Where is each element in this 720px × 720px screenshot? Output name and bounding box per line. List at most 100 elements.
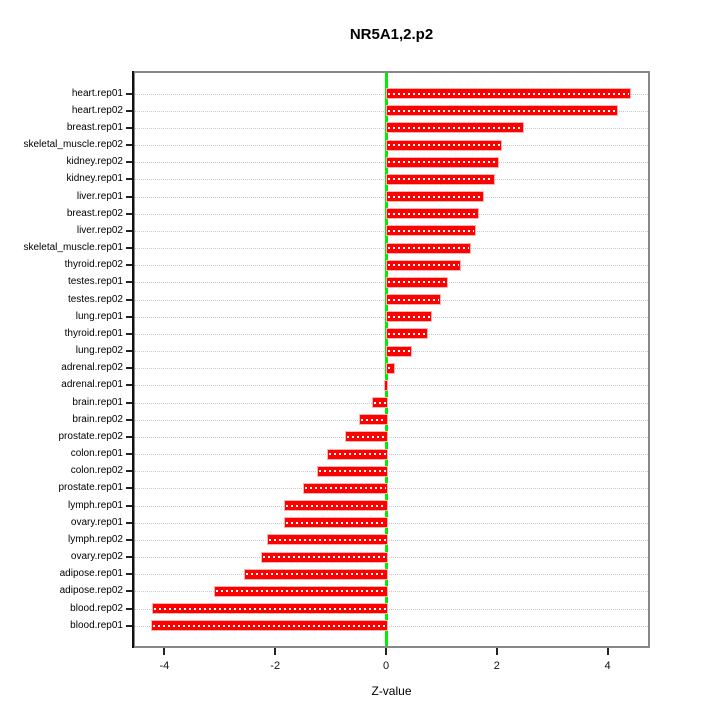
y-tick-label: breast.rep02 [66,207,123,219]
y-tick-label: adrenal.rep01 [61,379,123,391]
bar-lung.rep02 [386,345,412,357]
bar-ovary.rep02 [260,551,388,563]
y-tick-label: kidney.rep01 [66,173,123,185]
plot-area [133,71,650,648]
bar-heart.rep01 [386,88,631,99]
y-tick-mark [126,126,133,129]
y-tick-mark [126,573,133,576]
gridline [133,608,650,610]
bar-center-dotted-line [216,590,386,593]
gridline [133,505,650,507]
x-tick-label: -4 [159,660,170,672]
gridline [133,402,650,404]
gridline [133,625,650,627]
gridline [133,419,650,421]
bar-brain.rep02 [358,414,388,426]
y-tick-label: liver.rep02 [76,224,123,236]
y-tick-mark [126,418,133,421]
y-tick-label: brain.rep02 [72,413,123,425]
chart-title: NR5A1,2.p2 [349,26,434,43]
bar-center-dotted-line [153,624,386,627]
bar-center-dotted-line [388,161,498,164]
bar-center-dotted-line [360,418,386,421]
bar-center-dotted-line [388,92,629,95]
y-tick-mark [126,435,133,438]
y-tick-mark [126,350,133,353]
bar-blood.rep01 [151,620,388,632]
bar-center-dotted-line [286,504,386,507]
y-tick-label: testes.rep02 [67,293,123,305]
y-tick-label: thyroid.rep02 [64,259,123,271]
y-tick-label: colon.rep02 [70,465,123,477]
bar-blood.rep02 [152,603,388,615]
bar-kidney.rep02 [386,156,500,168]
gridline [133,591,650,593]
gridline [133,488,650,490]
y-tick-mark [126,607,133,610]
bar-center-dotted-line [262,556,386,559]
bar-center-dotted-line [388,298,440,301]
y-tick-mark [126,109,133,112]
bar-adipose.rep01 [244,568,388,580]
bar-liver.rep01 [386,191,484,203]
y-tick-mark [126,264,133,267]
bar-center-dotted-line [388,178,493,181]
y-tick-label: ovary.rep02 [70,551,123,563]
bar-center-dotted-line [374,401,386,404]
bar-colon.rep01 [326,448,388,460]
x-tick-mark [606,648,609,655]
bar-skeletal_muscle.rep01 [386,242,472,254]
y-tick-label: ovary.rep01 [70,516,123,528]
y-tick-mark [126,315,133,318]
y-tick-mark [126,161,133,164]
bar-center-dotted-line [304,487,386,490]
bar-center-dotted-line [318,470,386,473]
bar-adrenal.rep02 [386,362,396,374]
y-tick-mark [126,281,133,284]
y-tick-label: blood.rep02 [70,602,123,614]
y-tick-label: colon.rep01 [70,448,123,460]
x-tick-mark [495,648,498,655]
y-tick-mark [126,144,133,146]
y-tick-label: testes.rep01 [67,276,123,288]
bar-lung.rep01 [386,311,432,323]
bar-kidney.rep01 [386,173,495,185]
y-tick-label: heart.rep01 [71,87,123,99]
y-tick-mark [126,590,133,593]
bar-center-dotted-line [388,367,394,370]
gridline [133,574,650,576]
y-tick-label: lymph.rep02 [67,533,123,545]
y-tick-mark [126,384,133,387]
y-tick-label: breast.rep01 [66,121,123,133]
y-tick-mark [126,538,133,541]
bar-center-dotted-line [388,144,500,146]
x-tick-mark [163,648,166,655]
y-tick-label: lymph.rep01 [67,499,123,511]
bar-heart.rep02 [386,105,618,117]
y-tick-label: lung.rep02 [75,345,123,357]
y-tick-label: skeletal_muscle.rep02 [23,139,124,150]
y-tick-label: skeletal_muscle.rep01 [23,242,124,254]
bar-center-dotted-line [388,195,482,198]
y-tick-label: thyroid.rep01 [64,327,123,339]
bar-center-dotted-line [388,350,410,353]
y-tick-label: kidney.rep02 [66,156,123,168]
bar-prostate.rep01 [302,482,388,494]
x-tick-label: 4 [604,660,611,672]
bar-thyroid.rep01 [386,328,429,340]
y-tick-mark [126,624,133,627]
bar-adipose.rep02 [214,585,388,597]
bar-center-dotted-line [328,453,386,456]
y-tick-label: prostate.rep02 [58,430,124,442]
gridline [133,522,650,524]
bar-center-dotted-line [268,538,386,541]
y-tick-mark [126,504,133,507]
bar-testes.rep01 [386,276,448,288]
bar-center-dotted-line [388,264,460,267]
bar-breast.rep02 [386,208,480,220]
x-tick-mark [385,648,387,655]
y-tick-label: blood.rep01 [70,619,123,631]
y-tick-label: adipose.rep02 [59,585,123,597]
gridline [133,471,650,473]
